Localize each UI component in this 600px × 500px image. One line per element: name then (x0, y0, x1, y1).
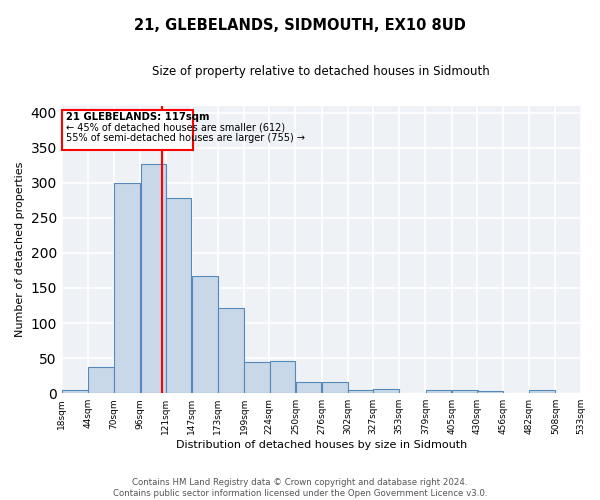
Bar (218, 308, 244, 393)
Text: ← 45% of detached houses are smaller (612): ← 45% of detached houses are smaller (61… (66, 122, 285, 132)
Bar (244, 362, 270, 393)
Bar (296, 382, 322, 393)
Text: 21 GLEBELANDS: 117sqm: 21 GLEBELANDS: 117sqm (66, 112, 209, 122)
Title: Size of property relative to detached houses in Sidmouth: Size of property relative to detached ho… (152, 65, 490, 78)
Bar (115, 184, 140, 393)
Bar (348, 390, 374, 393)
Bar (425, 390, 451, 393)
Bar (140, 164, 166, 393)
Bar (192, 276, 218, 393)
Bar (529, 390, 555, 393)
X-axis label: Distribution of detached houses by size in Sidmouth: Distribution of detached houses by size … (176, 440, 467, 450)
Bar (322, 382, 347, 393)
Bar (166, 198, 191, 393)
Bar (452, 390, 478, 393)
Text: 21, GLEBELANDS, SIDMOUTH, EX10 8UD: 21, GLEBELANDS, SIDMOUTH, EX10 8UD (134, 18, 466, 32)
Text: Contains HM Land Registry data © Crown copyright and database right 2024.
Contai: Contains HM Land Registry data © Crown c… (113, 478, 487, 498)
FancyBboxPatch shape (62, 110, 193, 150)
Bar (62, 390, 88, 393)
Bar (477, 391, 503, 393)
Y-axis label: Number of detached properties: Number of detached properties (15, 162, 25, 337)
Bar (373, 389, 399, 393)
Text: 55% of semi-detached houses are larger (755) →: 55% of semi-detached houses are larger (… (66, 133, 305, 143)
Bar (269, 361, 295, 393)
Bar (88, 366, 114, 393)
